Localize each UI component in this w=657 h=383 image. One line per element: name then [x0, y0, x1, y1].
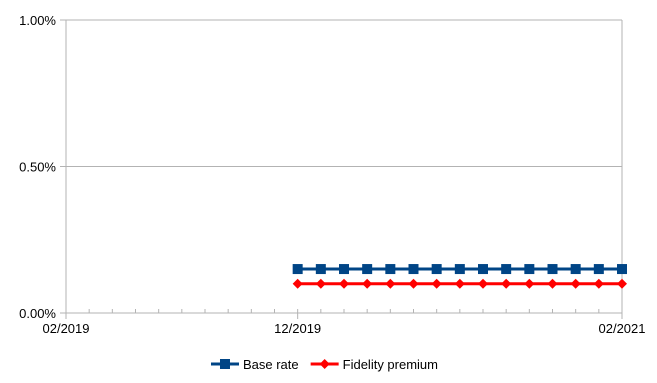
y-tick-label: 0.00% — [19, 306, 56, 321]
data-point — [431, 278, 442, 289]
data-point — [315, 264, 326, 275]
data-point — [478, 278, 488, 289]
data-point — [547, 264, 558, 275]
data-point — [454, 278, 465, 289]
legend-item-fidelity-premium: Fidelity premium — [310, 357, 438, 372]
data-point — [339, 264, 349, 275]
legend-swatch-marker — [319, 359, 330, 369]
x-tick-label: 12/2019 — [274, 321, 321, 336]
data-point — [593, 264, 604, 275]
data-point — [339, 278, 349, 289]
data-point — [408, 278, 419, 289]
x-tick-label: 02/2019 — [43, 321, 90, 336]
series-fidelity-premium — [292, 278, 627, 289]
legend-label: Fidelity premium — [343, 357, 438, 372]
series-layer — [292, 264, 627, 289]
data-point — [478, 264, 488, 275]
data-point — [501, 278, 512, 289]
data-point — [593, 278, 604, 289]
data-point — [315, 278, 326, 289]
series-base-rate — [292, 264, 627, 275]
data-point — [385, 278, 396, 289]
y-tick-label: 1.00% — [19, 13, 56, 28]
legend-item-base-rate: Base rate — [210, 357, 299, 372]
data-point — [292, 264, 303, 275]
y-tick-label: 0.50% — [19, 160, 56, 175]
data-point — [362, 264, 373, 275]
x-tick-label: 02/2021 — [599, 321, 646, 336]
data-point — [362, 278, 373, 289]
data-point — [524, 264, 535, 275]
data-point — [501, 264, 512, 275]
data-point — [408, 264, 419, 275]
data-point — [570, 278, 581, 289]
data-point — [570, 264, 581, 275]
data-point — [292, 278, 303, 289]
legend: Base rate Fidelity premium — [210, 357, 438, 372]
legend-swatch-marker — [219, 359, 230, 369]
data-point — [547, 278, 558, 289]
data-point — [454, 264, 465, 275]
data-point — [431, 264, 442, 275]
legend-label: Base rate — [243, 357, 299, 372]
data-point — [524, 278, 535, 289]
data-point — [617, 278, 627, 289]
data-point — [385, 264, 396, 275]
data-point — [617, 264, 627, 275]
